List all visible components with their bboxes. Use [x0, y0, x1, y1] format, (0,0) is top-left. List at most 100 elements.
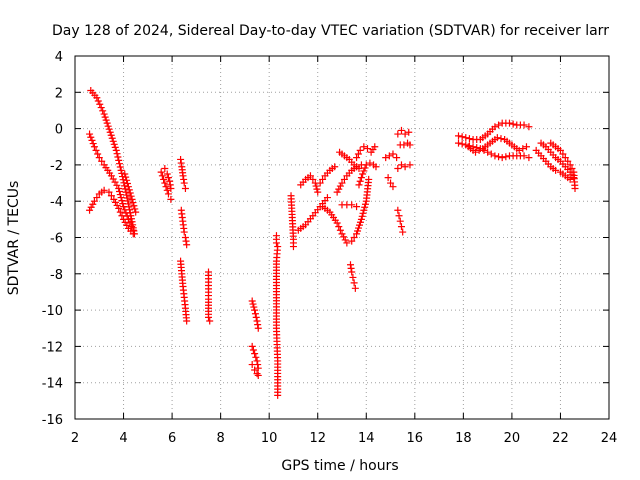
data-point: [475, 146, 483, 154]
data-point: [89, 140, 97, 148]
data-point: [129, 199, 137, 207]
data-point: [348, 201, 356, 209]
data-point: [397, 161, 405, 169]
data-point: [205, 313, 212, 321]
data-point: [158, 172, 166, 180]
data-point: [347, 264, 355, 272]
data-point: [497, 135, 505, 143]
data-point: [93, 194, 101, 202]
data-point: [248, 297, 256, 305]
data-point: [251, 366, 259, 374]
data-point: [180, 175, 188, 183]
y-tick-label: -8: [50, 268, 63, 283]
data-point: [462, 134, 470, 142]
data-point: [251, 310, 259, 318]
data-point: [251, 350, 259, 358]
data-point: [491, 152, 499, 160]
x-tick-label: 2: [71, 431, 79, 446]
data-point: [336, 226, 344, 234]
data-point: [359, 209, 367, 217]
y-tick-labels: 4 2 0 -2 -4 -6 -8 -10 -12 -14 -16: [42, 50, 63, 428]
data-point: [118, 197, 126, 205]
data-point: [116, 208, 124, 216]
x-tick-label: 8: [216, 431, 224, 446]
y-tick-label: -16: [42, 413, 63, 428]
data-point: [111, 198, 119, 206]
data-point: [182, 237, 190, 245]
data-point: [124, 197, 132, 205]
data-point: [465, 135, 473, 143]
data-point: [206, 317, 214, 325]
data-point: [394, 130, 402, 138]
data-point: [515, 146, 523, 154]
data-point: [552, 166, 560, 174]
data-point: [340, 233, 348, 241]
data-point: [112, 146, 120, 154]
data-point: [116, 188, 123, 196]
data-point: [394, 165, 402, 173]
data-point: [309, 175, 317, 183]
data-point: [357, 215, 365, 223]
data-point: [87, 133, 95, 141]
data-point: [491, 123, 499, 131]
data-point: [121, 206, 129, 214]
y-tick-label: 2: [55, 86, 63, 101]
data-point: [119, 200, 127, 208]
data-point: [405, 128, 413, 136]
data-point: [522, 143, 530, 151]
data-point: [89, 200, 97, 208]
x-tick-label: 12: [309, 431, 326, 446]
data-point: [162, 183, 170, 191]
data-point: [561, 154, 569, 162]
data-point: [181, 184, 189, 192]
data-point: [355, 165, 363, 173]
data-point: [353, 203, 361, 211]
data-point: [406, 161, 414, 169]
data-point: [455, 132, 463, 140]
data-point: [349, 273, 357, 281]
data-point: [104, 122, 112, 130]
data-point: [397, 126, 405, 134]
data-point: [114, 153, 122, 161]
data-point: [157, 168, 165, 176]
data-point: [123, 176, 131, 184]
data-point: [248, 361, 256, 369]
x-tick-label: 14: [358, 431, 375, 446]
data-point: [316, 179, 324, 187]
data-point: [394, 206, 402, 214]
data-point: [335, 185, 343, 193]
data-point: [163, 170, 171, 178]
data-point: [340, 175, 348, 183]
data-point: [335, 223, 343, 231]
data-point: [357, 174, 365, 182]
y-tick-label: -2: [50, 159, 63, 174]
data-point: [343, 239, 351, 247]
data-point: [116, 191, 124, 199]
data-point: [128, 195, 136, 203]
data-point: [323, 194, 331, 202]
data-point: [519, 145, 527, 153]
data-point: [94, 97, 102, 105]
data-point: [124, 183, 132, 191]
data-point: [365, 175, 373, 183]
data-point: [356, 146, 364, 154]
data-point: [117, 166, 125, 174]
data-point: [254, 321, 262, 329]
data-point: [167, 184, 175, 192]
data-point: [163, 186, 171, 194]
data-point: [116, 163, 124, 171]
data-point: [177, 159, 185, 167]
data-point: [393, 154, 401, 162]
data-point: [123, 194, 131, 202]
data-point: [120, 215, 128, 223]
data-point: [350, 234, 358, 241]
data-point: [103, 119, 111, 127]
y-tick-label: -6: [50, 232, 63, 247]
y-tick-label: 0: [55, 123, 63, 138]
data-point: [382, 154, 390, 162]
data-point: [362, 161, 370, 169]
data-point: [338, 179, 346, 187]
data-point: [353, 154, 361, 162]
data-point: [183, 241, 191, 249]
data-point: [180, 179, 188, 187]
